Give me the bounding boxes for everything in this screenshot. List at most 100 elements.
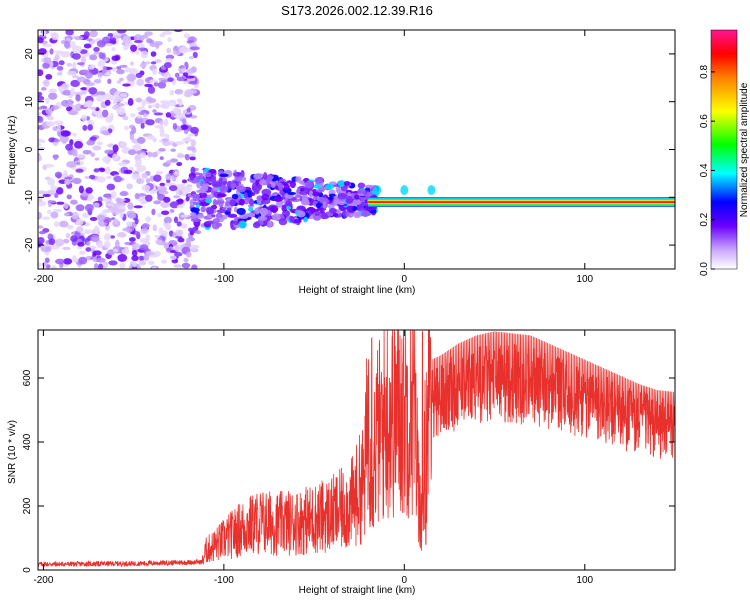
band-blob [283, 183, 290, 191]
noise-blob [139, 62, 147, 69]
band-blob [262, 172, 268, 180]
noise-blob [136, 178, 145, 185]
noise-blob [134, 192, 140, 200]
band-blob [231, 193, 239, 200]
band-blob [286, 205, 292, 210]
noise-blob [45, 97, 50, 104]
carrier-blob [400, 185, 409, 196]
band-blob [272, 213, 281, 221]
noise-blob [88, 65, 95, 70]
noise-blob [191, 264, 198, 269]
band-blob [249, 198, 255, 207]
band-blob [312, 195, 318, 201]
noise-blob [106, 183, 116, 191]
noise-blob [188, 133, 196, 137]
noise-blob [96, 214, 106, 221]
noise-blob [119, 191, 128, 197]
band-blob [253, 189, 260, 195]
noise-blob [75, 161, 81, 165]
noise-blob [89, 136, 97, 141]
noise-blob [102, 65, 107, 74]
band-blob [210, 175, 217, 184]
noise-blob [126, 73, 137, 82]
noise-blob [185, 75, 195, 79]
band-blob [222, 180, 228, 185]
noise-blob [188, 55, 195, 60]
noise-blob [162, 141, 171, 147]
noise-blob [155, 239, 163, 245]
band-blob [303, 216, 309, 222]
noise-blob [62, 89, 72, 96]
noise-blob [186, 146, 196, 151]
band-blob [269, 206, 277, 213]
band-blob [352, 199, 362, 206]
snr-y-tick-label: 0 [22, 567, 33, 573]
band-blob [259, 179, 267, 186]
noise-blob [187, 89, 198, 94]
band-blob [314, 211, 321, 216]
noise-blob [78, 185, 84, 194]
snr-series-line [38, 330, 675, 568]
noise-blob [51, 32, 59, 41]
band-blob [328, 195, 334, 201]
noise-blob [153, 112, 164, 116]
band-blob [194, 230, 202, 235]
noise-blob [121, 248, 130, 255]
band-blob [229, 199, 236, 207]
band-blob [301, 198, 310, 206]
noise-blob [93, 225, 100, 234]
noise-blob [89, 174, 96, 180]
noise-blob [138, 255, 145, 261]
spectrogram-y-label: Frequency (Hz) [7, 116, 18, 185]
noise-blob [116, 107, 126, 116]
noise-blob [103, 217, 112, 224]
band-blob [236, 185, 247, 193]
noise-blob [62, 238, 70, 244]
colorbar: 0.0 0.2 0.4 0.6 0.8 Normalized spectral ampl… [699, 29, 750, 276]
noise-blob [80, 114, 88, 122]
noise-blob [99, 168, 106, 173]
colorbar-tick-label: 0.8 [699, 64, 710, 78]
band-blob [289, 215, 295, 223]
noise-blob [145, 216, 152, 223]
noise-blob [45, 108, 53, 115]
noise-blob [75, 94, 81, 102]
noise-blob [93, 263, 99, 269]
noise-blob [83, 43, 92, 49]
noise-blob [122, 45, 129, 51]
noise-blob [42, 216, 51, 220]
noise-blob [38, 111, 42, 117]
noise-blob [104, 99, 111, 106]
band-blob [337, 193, 348, 199]
noise-blob [46, 209, 52, 215]
noise-blob [50, 105, 59, 111]
noise-blob [66, 194, 72, 200]
band-blob [209, 169, 217, 174]
noise-blob [154, 59, 162, 63]
noise-blob [65, 143, 73, 151]
noise-blob [176, 76, 185, 82]
noise-blob [173, 171, 180, 176]
noise-blob [46, 115, 55, 121]
noise-blob [151, 151, 158, 158]
noise-blob [140, 200, 147, 205]
band-blob [319, 212, 329, 220]
band-blob [328, 193, 336, 197]
band-blob [335, 209, 342, 214]
noise-blob [84, 71, 93, 79]
band-blob [193, 201, 199, 205]
noise-blob [155, 43, 160, 49]
band-blob [299, 187, 305, 193]
noise-blob [115, 239, 120, 248]
noise-blob [129, 132, 135, 141]
noise-blob [172, 107, 180, 114]
noise-blob [73, 91, 83, 97]
noise-blob [169, 201, 180, 209]
noise-blob [83, 229, 93, 234]
band-blob [252, 222, 261, 229]
band-blob [278, 218, 288, 226]
noise-blob [59, 220, 69, 228]
band-blob [315, 202, 322, 209]
noise-blob [103, 209, 110, 213]
noise-blob [82, 124, 88, 131]
